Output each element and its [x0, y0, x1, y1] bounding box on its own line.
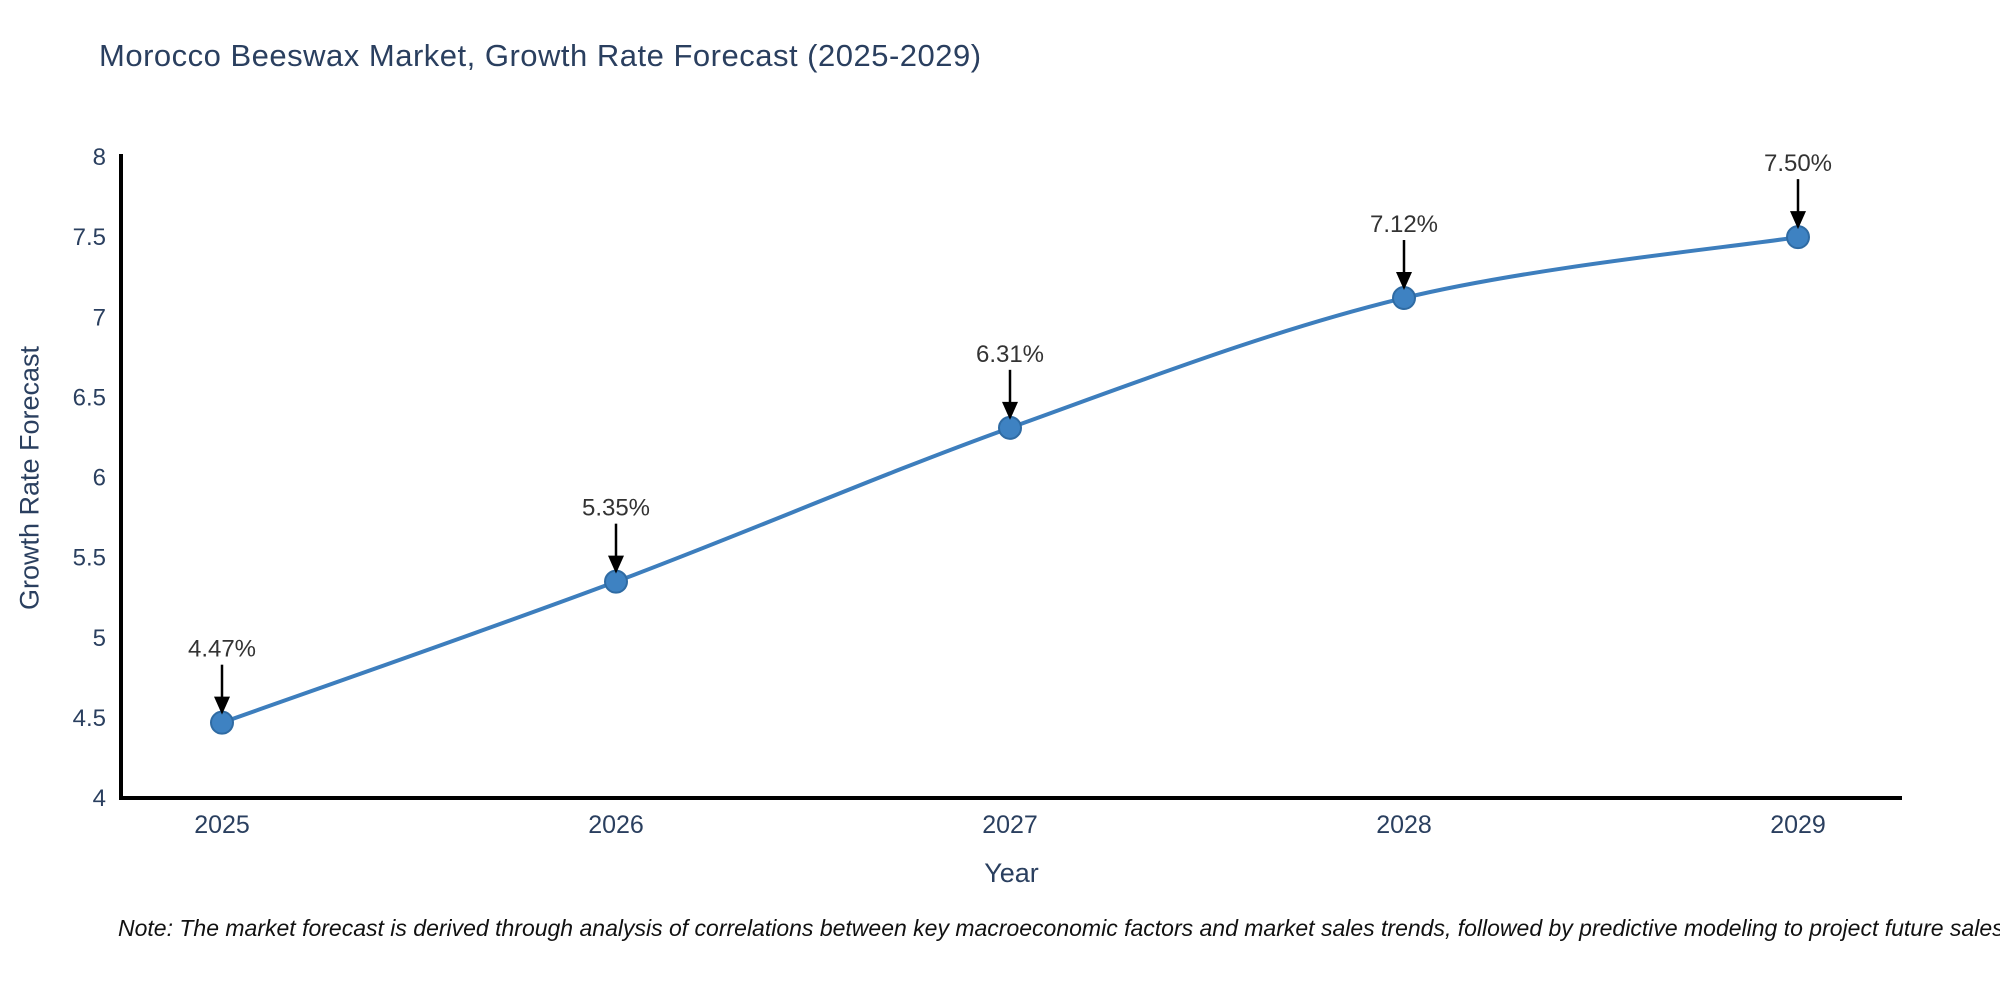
- annotation-label: 4.47%: [188, 636, 256, 663]
- y-tick-label: 5: [93, 625, 106, 652]
- y-tick-label: 4.5: [73, 705, 106, 732]
- data-point-marker: [998, 415, 1022, 440]
- y-tick-label: 6: [93, 465, 106, 492]
- chart-title: Morocco Beeswax Market, Growth Rate Fore…: [99, 38, 982, 73]
- annotation-label: 7.50%: [1764, 150, 1832, 177]
- annotation-label: 5.35%: [582, 495, 650, 522]
- y-tick-label: 7: [93, 304, 106, 331]
- data-point-marker: [210, 710, 234, 735]
- annotation-arrow-head: [1002, 401, 1018, 420]
- x-tick-label: 2029: [1770, 811, 1826, 839]
- x-tick-label: 2026: [588, 811, 644, 839]
- x-tick-label: 2028: [1376, 811, 1432, 839]
- annotation-label: 6.31%: [976, 341, 1044, 368]
- annotation-arrow-head: [214, 696, 230, 715]
- data-point-marker: [1786, 225, 1810, 250]
- footnote: Note: The market forecast is derived thr…: [118, 915, 2000, 941]
- y-tick-label: 8: [93, 144, 106, 171]
- y-tick-label: 4: [93, 785, 106, 812]
- annotation-arrow-head: [1790, 211, 1806, 230]
- trend-line: [221, 235, 1799, 725]
- y-tick-label: 5.5: [73, 545, 106, 572]
- x-axis-title: Year: [984, 858, 1039, 888]
- annotation-arrow-head: [1396, 272, 1412, 291]
- y-tick-label: 6.5: [73, 384, 106, 411]
- annotation-arrow-head: [608, 555, 624, 574]
- data-point-marker: [1392, 286, 1416, 311]
- x-tick-label: 2025: [194, 811, 250, 839]
- y-axis-title: Growth Rate Forecast: [14, 345, 45, 611]
- annotation-label: 7.12%: [1370, 211, 1438, 238]
- data-point-marker: [604, 569, 628, 594]
- x-tick-label: 2027: [982, 811, 1038, 839]
- y-tick-label: 7.5: [73, 224, 106, 251]
